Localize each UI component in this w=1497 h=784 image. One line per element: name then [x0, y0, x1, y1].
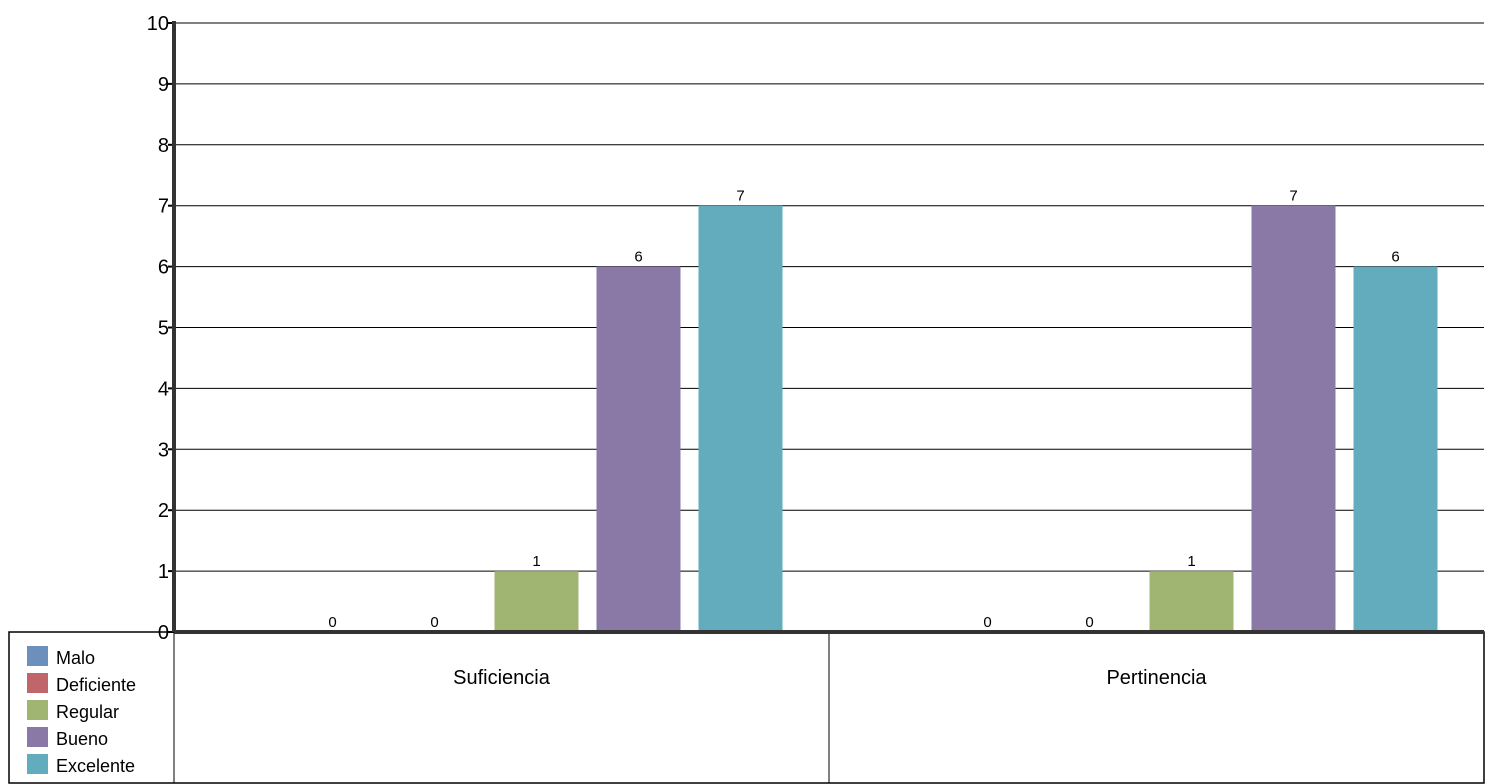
y-tick-label: 9	[158, 74, 169, 96]
y-tick-label: 6	[158, 257, 169, 279]
category-label: Suficiencia	[453, 667, 551, 689]
data-label: 7	[1289, 188, 1297, 205]
bar-excelente	[1353, 266, 1438, 632]
data-label: 1	[532, 553, 540, 570]
bar-bueno	[1251, 205, 1336, 632]
legend-swatch	[27, 673, 48, 693]
bar-excelente	[698, 205, 783, 632]
legend-swatch	[27, 700, 48, 720]
legend-label: Malo	[56, 648, 95, 668]
data-label: 1	[1187, 553, 1195, 570]
legend-label: Deficiente	[56, 675, 136, 695]
legend-label: Excelente	[56, 756, 135, 776]
y-tick-label: 2	[158, 500, 169, 522]
legend-swatch	[27, 646, 48, 666]
data-label: 0	[983, 614, 991, 631]
legend-label: Regular	[56, 702, 119, 722]
y-tick-label: 10	[147, 13, 169, 35]
y-tick-label: 5	[158, 318, 169, 340]
y-tick-label: 8	[158, 135, 169, 157]
y-tick-label: 0	[158, 622, 169, 644]
data-label: 6	[1391, 249, 1399, 266]
bar-regular	[494, 571, 579, 632]
data-label: 0	[1085, 614, 1093, 631]
data-label: 0	[430, 614, 438, 631]
y-tick-label: 4	[158, 378, 169, 400]
bar-regular	[1149, 571, 1234, 632]
legend-swatch	[27, 727, 48, 747]
data-label: 7	[736, 188, 744, 205]
y-tick-label: 3	[158, 439, 169, 461]
legend-label: Bueno	[56, 729, 108, 749]
bar-bueno	[596, 266, 681, 632]
data-label: 6	[634, 249, 642, 266]
y-tick-label: 1	[158, 561, 169, 583]
data-label: 0	[328, 614, 336, 631]
legend-swatch	[27, 754, 48, 774]
y-tick-label: 7	[158, 196, 169, 218]
category-label: Pertinencia	[1106, 667, 1207, 689]
category-table	[8, 631, 1485, 784]
